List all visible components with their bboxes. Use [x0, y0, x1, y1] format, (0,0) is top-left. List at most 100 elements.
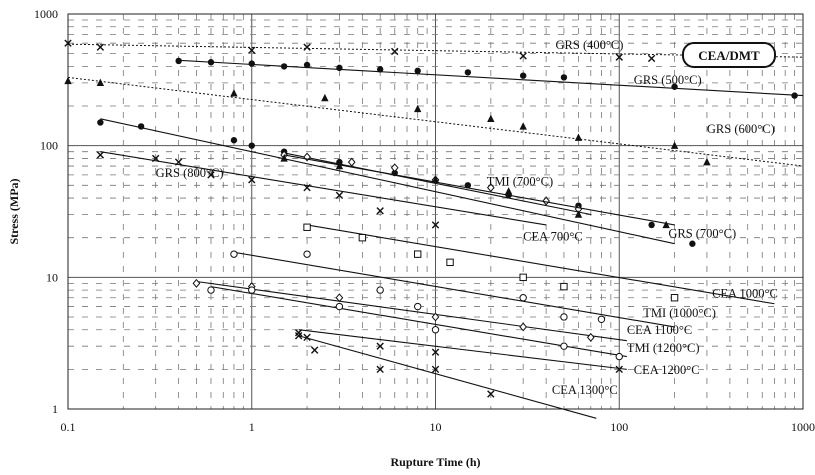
data-point [280, 154, 288, 162]
series-label: GRS (700°C) [668, 227, 736, 241]
data-point [431, 326, 440, 334]
data-point [703, 157, 711, 166]
data-point [519, 322, 528, 332]
data-point [174, 158, 183, 166]
data-point [487, 390, 495, 398]
series-label: CEA 1000°C [712, 287, 778, 301]
series-labels: GRS (400°C) GRS (500°C) GRS (600°C) GRS (80… [156, 38, 778, 397]
data-point [464, 69, 472, 76]
data-point [376, 365, 384, 374]
data-point [321, 93, 329, 102]
data-point [413, 104, 422, 113]
series [230, 250, 675, 328]
series-label: CEA 1200°C [634, 363, 700, 377]
data-point [64, 39, 72, 47]
data-point [376, 207, 384, 215]
x-axis-title: Rupture Time (h) [390, 455, 480, 469]
series-line [284, 154, 675, 226]
series-label: CEA 700°C [523, 230, 583, 244]
data-point [560, 313, 568, 321]
data-point [248, 286, 256, 294]
series-line [233, 251, 675, 328]
series [192, 278, 627, 342]
data-point [376, 342, 384, 350]
data-point [670, 294, 679, 302]
series-line [100, 151, 547, 226]
data-point [414, 67, 421, 75]
data-point [192, 278, 201, 288]
data-point [294, 328, 303, 337]
data-point [671, 83, 678, 90]
data-point [376, 286, 384, 294]
data-point [303, 250, 311, 258]
plot-frame [67, 13, 804, 410]
data-point [303, 61, 311, 69]
data-point [294, 332, 303, 340]
y-tick-label: 1 [52, 402, 58, 416]
data-point [486, 183, 495, 193]
data-point [390, 163, 399, 173]
series-label: TMI (1200°C) [627, 341, 700, 355]
data-point [519, 52, 527, 60]
data-point [519, 294, 527, 302]
series [207, 286, 627, 361]
x-tick-label: 1000 [791, 420, 815, 434]
data-point [347, 157, 356, 167]
data-point [64, 76, 72, 85]
data-point [615, 352, 623, 361]
data-point [303, 43, 311, 51]
data-point [207, 286, 215, 294]
data-point [560, 282, 568, 291]
data-point [431, 348, 440, 356]
data-point [207, 171, 215, 179]
x-axis-ticks: 0.1 1 10 100 1000 [61, 420, 815, 434]
data-point [574, 210, 583, 218]
data-point [175, 57, 182, 65]
data-point [615, 53, 623, 61]
x-tick-label: 0.1 [61, 420, 76, 434]
data-point [542, 196, 550, 206]
data-point [647, 54, 656, 63]
data-point [376, 66, 384, 73]
series-line [67, 43, 804, 58]
series-label: TMI (700°C) [487, 174, 553, 188]
data-point [648, 221, 655, 229]
data-point [335, 293, 344, 303]
data-point [248, 176, 256, 184]
badge-label: CEA/DMT [698, 48, 760, 63]
data-point [431, 221, 440, 229]
series [294, 332, 597, 419]
data-point [97, 119, 104, 126]
series-line [100, 118, 675, 245]
data-point [230, 89, 238, 97]
data-point [689, 240, 696, 247]
data-point [574, 133, 583, 141]
data-point [560, 74, 568, 81]
badge: CEA/DMT [682, 42, 776, 68]
data-point [413, 302, 422, 311]
series [175, 57, 804, 99]
y-axis-title: Stress (MPa) [7, 178, 21, 244]
data-point [96, 43, 105, 51]
data-point [248, 142, 255, 149]
series-label: GRS (500°C) [634, 73, 702, 87]
series-label: CEA 1300°C [552, 383, 618, 397]
y-tick-label: 1000 [34, 7, 58, 21]
data-point [303, 223, 311, 231]
data-point [137, 123, 145, 130]
data-point [336, 64, 343, 72]
series-label: GRS (800°C) [156, 166, 224, 180]
series-label: CEA 1100°C [627, 323, 692, 337]
data-point [303, 333, 311, 342]
series-label: GRS (400°C) [556, 38, 624, 52]
y-tick-label: 10 [46, 270, 58, 284]
x-tick-label: 100 [610, 420, 628, 434]
data-point [586, 332, 595, 342]
data-point [96, 151, 105, 159]
series-line [196, 280, 627, 342]
data-point [391, 47, 399, 56]
data-point [207, 59, 215, 66]
data-point [519, 72, 527, 79]
x-tick-label: 1 [249, 420, 255, 434]
